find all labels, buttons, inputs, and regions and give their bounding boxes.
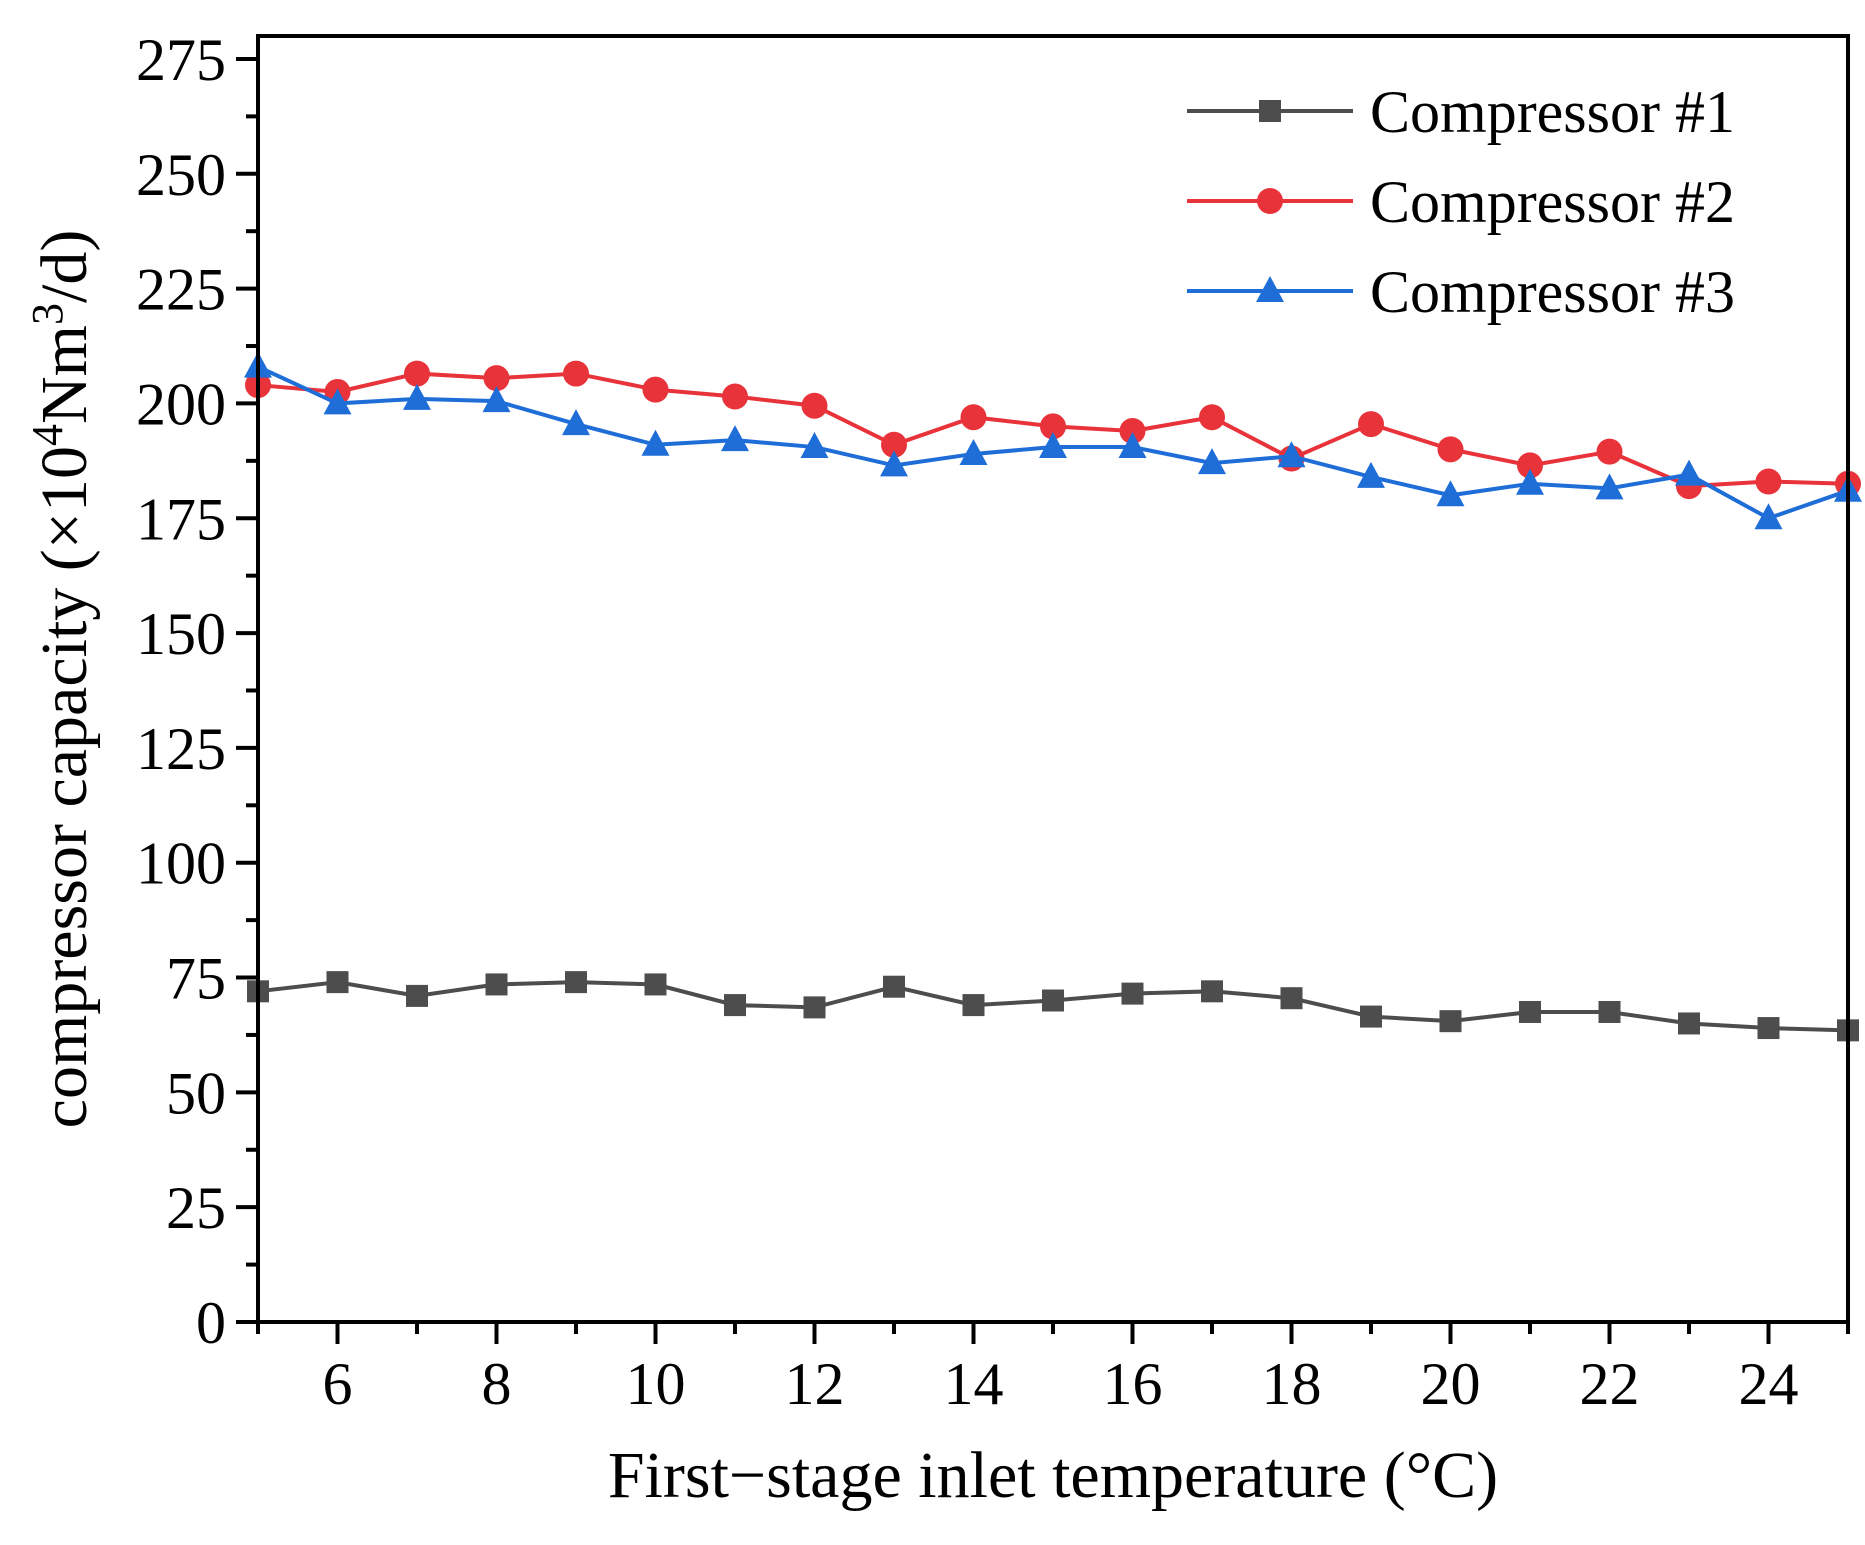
y-axis-title-main: compressor capacity (×10	[28, 446, 101, 1128]
x-tick-label: 16	[1103, 1351, 1163, 1417]
series-1-point	[406, 984, 428, 1007]
series-3-point	[1039, 432, 1067, 459]
series-3-point	[880, 450, 908, 477]
series-3-point	[562, 409, 590, 436]
series-2-point	[563, 360, 589, 387]
series-3-point	[959, 438, 988, 465]
y-tick-label: 250	[136, 142, 226, 208]
series-1-point	[1757, 1017, 1780, 1040]
series-1-point	[1042, 989, 1064, 1012]
series-3-point	[1357, 461, 1385, 488]
y-tick-label: 125	[136, 716, 226, 782]
y-tick-label: 200	[136, 371, 226, 437]
series-2-point	[642, 376, 669, 403]
series-1-point	[803, 996, 826, 1019]
x-tick-label: 10	[626, 1351, 686, 1417]
x-tick-label: 12	[785, 1351, 845, 1417]
series-2-point	[881, 431, 907, 458]
x-tick-label: 8	[482, 1351, 512, 1417]
y-axis: 0 25 50 75 100 125 150 175 200 225 250 275	[136, 27, 258, 1356]
legend-label: Compressor #2	[1370, 169, 1735, 235]
series-2-point	[1119, 417, 1146, 444]
series-1-point	[962, 994, 985, 1017]
y-tick-label: 175	[136, 486, 226, 552]
legend-label: Compressor #3	[1370, 259, 1735, 325]
x-tick-label: 6	[323, 1351, 353, 1417]
series-3-point	[1675, 459, 1703, 486]
series-1-point	[565, 971, 587, 994]
legend-marker	[1257, 188, 1283, 214]
series-2-point	[1596, 438, 1623, 465]
x-axis: 6 8 10 12 14 16 18 20 22 24	[256, 1322, 1850, 1417]
series-3-point	[1198, 448, 1226, 475]
series-3-point	[403, 383, 431, 410]
series-1-point	[485, 973, 508, 996]
legend-label: Compressor #1	[1370, 79, 1735, 145]
y-tick-label: 25	[166, 1175, 226, 1241]
legend-marker	[1256, 276, 1284, 302]
series-1-point	[1439, 1010, 1462, 1033]
y-axis-title-unit-exponent: 3	[23, 303, 72, 325]
series-3	[244, 351, 1862, 530]
series-1-point	[883, 975, 905, 998]
series-2-point	[801, 392, 828, 419]
series-2-point	[1755, 468, 1782, 495]
series-2-point	[1517, 452, 1543, 479]
series-2-point	[1040, 413, 1066, 440]
y-tick-label: 225	[136, 257, 226, 323]
series-1-point	[1598, 1000, 1621, 1023]
y-axis-title: compressor capacity (×104Nm3/d)	[23, 230, 101, 1129]
series-3-point	[482, 386, 511, 413]
y-axis-title-unit: Nm	[28, 325, 101, 424]
series-1-point	[1519, 1000, 1541, 1023]
y-tick-label: 50	[166, 1060, 226, 1126]
series-3-point	[641, 429, 670, 456]
series-1-point	[1121, 982, 1144, 1005]
series-3-point	[1516, 468, 1544, 495]
x-axis-title: First−stage inlet temperature (°C)	[608, 1439, 1498, 1512]
series-layer	[244, 351, 1862, 1042]
series-3-point	[1754, 503, 1783, 530]
legend-marker	[1259, 100, 1281, 122]
legend: Compressor #1 Compressor #2 Compressor #3	[1187, 79, 1735, 325]
series-2	[245, 360, 1861, 500]
y-tick-label: 275	[136, 27, 226, 93]
series-1-point	[326, 971, 349, 994]
y-tick-label: 0	[196, 1290, 226, 1356]
series-3-point	[323, 388, 352, 415]
series-1-point	[724, 994, 746, 1017]
series-2-point	[1199, 404, 1225, 431]
series-2-point	[1437, 436, 1464, 463]
series-1-point	[1280, 987, 1303, 1010]
series-3-point	[800, 432, 829, 459]
x-tick-label: 14	[944, 1351, 1004, 1417]
series-3-point	[1118, 432, 1147, 459]
series-1	[247, 971, 1859, 1042]
series-3-point	[1595, 473, 1624, 500]
x-tick-label: 22	[1580, 1351, 1640, 1417]
x-tick-label: 20	[1421, 1351, 1481, 1417]
series-2-point	[722, 383, 748, 410]
y-axis-title-end: /d)	[28, 230, 101, 303]
series-1-point	[1678, 1012, 1700, 1035]
series-2-point	[1358, 411, 1384, 438]
series-2-point	[960, 404, 987, 431]
x-tick-label: 18	[1262, 1351, 1322, 1417]
series-1-point	[1360, 1005, 1382, 1028]
series-2-point	[483, 365, 510, 392]
y-axis-title-exponent: 4	[23, 424, 72, 446]
y-tick-label: 100	[136, 831, 226, 897]
series-3-point	[1436, 480, 1465, 507]
series-1-point	[644, 973, 667, 996]
y-tick-label: 75	[166, 946, 226, 1012]
series-2-point	[404, 360, 430, 387]
y-tick-label: 150	[136, 601, 226, 667]
x-tick-label: 24	[1739, 1351, 1799, 1417]
series-3-point	[721, 425, 749, 452]
series-1-point	[1201, 980, 1223, 1003]
series-3-point	[1277, 441, 1306, 468]
